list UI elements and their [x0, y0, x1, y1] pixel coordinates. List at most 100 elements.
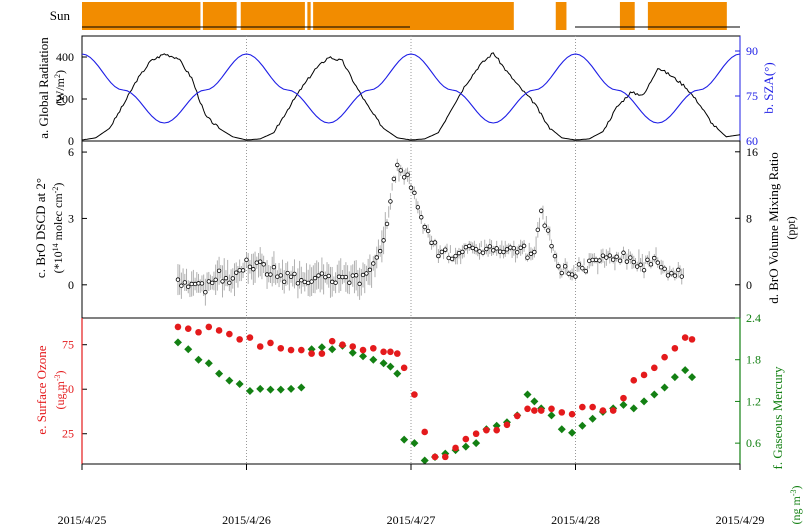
- bro-point: [628, 255, 633, 260]
- bro-point: [453, 253, 458, 259]
- bro-point: [552, 253, 558, 259]
- bro-point: [484, 246, 489, 252]
- bro-dscd-axis-tick-label: 6: [68, 145, 74, 159]
- ozone-point: [661, 353, 668, 361]
- bro-point: [652, 255, 657, 261]
- bro-point: [227, 280, 232, 286]
- ozone-point: [184, 325, 192, 332]
- bro-points: [175, 162, 684, 295]
- mercury-point: [328, 345, 337, 354]
- bro-point: [343, 274, 349, 280]
- bro-point: [597, 258, 602, 263]
- bro-point: [504, 247, 510, 252]
- bro-point: [175, 277, 181, 282]
- bro-point: [425, 228, 431, 234]
- ozone-point: [620, 394, 627, 402]
- ozone-point: [630, 377, 638, 384]
- mercury-point: [640, 397, 649, 406]
- ozone-point: [287, 346, 295, 354]
- ozone-point: [339, 341, 346, 349]
- mercury-point: [359, 352, 368, 361]
- ozone-point: [688, 336, 696, 343]
- bro-point: [281, 279, 287, 284]
- ozone-point: [558, 409, 566, 416]
- bro-point: [381, 238, 386, 243]
- ozone-point: [215, 327, 223, 334]
- bro-point: [415, 205, 421, 210]
- ozone-point: [640, 371, 648, 379]
- mercury-point: [472, 439, 481, 448]
- bro-point: [480, 250, 486, 256]
- bro-point: [299, 278, 304, 283]
- ozone-point: [174, 323, 182, 331]
- mercury-point: [317, 343, 326, 352]
- ozone-point: [256, 343, 264, 350]
- sza-axis-tick-label: 60: [746, 134, 758, 148]
- bro-point: [333, 280, 338, 285]
- ozone-point: [205, 323, 213, 331]
- bro-point: [419, 215, 424, 220]
- sun-dark-period: [513, 2, 556, 30]
- bro-point: [617, 258, 623, 263]
- sza-axis-tick-label: 90: [746, 44, 758, 58]
- ozone-point: [387, 348, 394, 356]
- bro-point: [364, 271, 369, 276]
- bro-point: [412, 190, 417, 196]
- ozone-point: [548, 405, 555, 413]
- mercury-point: [530, 397, 539, 406]
- bro-point: [374, 255, 379, 260]
- panel-ef-ticks: 25 50 75 0.6 1.2 1.8 2.4: [62, 311, 761, 464]
- sun-dark-period: [566, 2, 583, 30]
- bro-point: [182, 280, 188, 285]
- ozone-axis-tick-label: 50: [62, 382, 74, 396]
- mercury-point: [173, 338, 182, 347]
- bro-point: [559, 270, 564, 276]
- panel-ef-gridlines: [246, 318, 576, 464]
- mercury-point: [588, 414, 597, 423]
- ozone-point: [579, 403, 586, 411]
- mercury-points: [173, 338, 697, 465]
- bro-point: [309, 279, 314, 284]
- bro-dscd-axis-tick-label: 3: [68, 211, 74, 225]
- bro-point: [312, 275, 318, 281]
- bro-point: [624, 259, 630, 264]
- ozone-point: [671, 344, 679, 352]
- panel-a-ticks: 0 200 400 60 75 90: [56, 36, 758, 148]
- mercury-point: [547, 411, 556, 420]
- mercury-point: [235, 380, 244, 389]
- mercury-point: [287, 384, 296, 393]
- mercury-point: [379, 359, 388, 368]
- mercury-point: [688, 373, 697, 382]
- ozone-point: [651, 364, 658, 372]
- mercury-point: [578, 421, 587, 430]
- bro-point: [360, 272, 366, 278]
- mercury-point: [184, 345, 193, 354]
- bro-point: [422, 224, 427, 230]
- panel-e-yunit: (ug m-3): [53, 370, 67, 409]
- panel-a: 0 200 400 60 75 90 a. Global Radiation (W/m2)…: [36, 35, 776, 148]
- bro-point: [645, 257, 650, 262]
- panel-a-left-yunit: (W/m2): [53, 70, 67, 106]
- sza-axis-tick-label: 75: [746, 89, 758, 103]
- ozone-point: [380, 348, 387, 356]
- panel-ef: 25 50 75 0.6 1.2 1.8 2.4 e. Surface Ozone (ug …: [34, 311, 803, 525]
- ozone-points: [174, 323, 696, 461]
- bro-point: [285, 270, 290, 276]
- bro-point: [508, 245, 513, 250]
- ozone-point: [393, 350, 401, 357]
- bro-point: [192, 281, 198, 287]
- bro-point: [542, 223, 547, 228]
- ozone-point: [298, 346, 305, 354]
- radiation-axis-tick-label: 200: [56, 92, 74, 106]
- sun-dark-period: [200, 2, 203, 30]
- mercury-point: [225, 376, 234, 385]
- bro-point: [408, 185, 414, 190]
- mercury-point: [557, 425, 566, 434]
- panel-a-left-ylabel: a. Global Radiation: [36, 37, 51, 139]
- bro-point: [432, 240, 438, 245]
- ozone-point: [513, 412, 521, 420]
- bro-point: [353, 273, 359, 278]
- bro-point: [566, 271, 571, 276]
- bro-point: [532, 249, 537, 255]
